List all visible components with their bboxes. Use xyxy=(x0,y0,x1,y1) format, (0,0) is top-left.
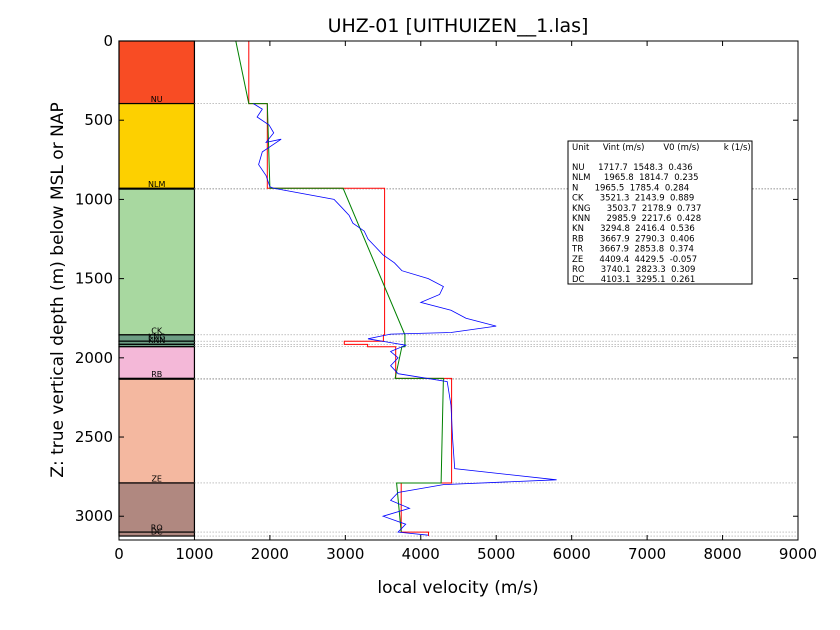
strat-unit-nu xyxy=(118,40,196,105)
series-well-log-velocity xyxy=(253,103,557,536)
y-tick-label: 0 xyxy=(103,32,113,50)
series-interval-velocity-steps xyxy=(248,41,453,536)
strat-unit-nlm xyxy=(118,102,196,189)
plot-frame xyxy=(118,40,799,541)
y-tick-label: 2500 xyxy=(75,428,113,446)
legend-box xyxy=(567,140,753,285)
legend: Unit Vint (m/s) V0 (m/s) k (1/s) NU 1717.… xyxy=(567,140,753,285)
x-tick-label: 2000 xyxy=(251,545,289,563)
chart-title: UHZ-01 [UITHUIZEN__1.las] xyxy=(328,15,589,37)
x-axis-ticks: 0 1000 2000 3000 4000 5000 6000 7000 8000 9000 xyxy=(114,41,817,563)
y-tick-label: 3000 xyxy=(75,507,113,525)
x-tick-label: 3000 xyxy=(326,545,364,563)
legend-row: ZE 4409.4 4429.5 -0.057 xyxy=(572,255,697,265)
x-tick-label: 5000 xyxy=(477,545,515,563)
x-tick-label: 6000 xyxy=(553,545,591,563)
x-axis-label: local velocity (m/s) xyxy=(377,578,538,598)
strat-label-ro: RO xyxy=(151,524,163,533)
strat-label-nlm: NLM xyxy=(148,180,165,189)
y-tick-label: 2000 xyxy=(75,349,113,367)
strat-label-ck: CK xyxy=(151,326,163,335)
strat-label-knn: KNN xyxy=(148,336,165,345)
legend-row: KNN 2985.9 2217.6 0.428 xyxy=(572,214,701,224)
y-axis-label: Z: true vertical depth (m) below MSL or … xyxy=(48,102,68,477)
legend-row: NU 1717.7 1548.3 0.436 xyxy=(572,163,693,173)
series-linear-fit xyxy=(235,40,444,533)
series-group xyxy=(235,40,557,536)
legend-row: RO 3740.1 2823.3 0.309 xyxy=(572,265,695,275)
strat-unit-rb xyxy=(118,346,196,380)
strat-unit-ck xyxy=(118,188,196,336)
y-axis-ticks: 0 500 1000 1500 2000 2500 3000 xyxy=(75,32,798,525)
strat-label-dc: DC xyxy=(151,528,163,537)
legend-row: KN 3294.8 2416.4 0.536 xyxy=(572,224,695,234)
strat-unit-ze xyxy=(118,378,196,484)
strat-label-nu: NU xyxy=(151,95,163,104)
strat-label-ze: ZE xyxy=(151,474,162,483)
x-tick-label: 1000 xyxy=(175,545,213,563)
y-tick-label: 500 xyxy=(84,111,113,129)
legend-row: DC 4103.1 3295.1 0.261 xyxy=(572,275,695,285)
legend-row: CK 3521.3 2143.9 0.889 xyxy=(572,194,694,204)
x-tick-label: 9000 xyxy=(779,545,817,563)
strat-label-rb: RB xyxy=(151,370,162,379)
legend-row: RB 3667.9 2790.3 0.406 xyxy=(572,234,695,244)
x-tick-label: 0 xyxy=(114,545,124,563)
legend-row: NLM 1965.8 1814.7 0.235 xyxy=(572,173,699,183)
legend-row: TR 3667.9 2853.8 0.374 xyxy=(571,245,694,255)
strat-label-kng: KNG xyxy=(148,333,165,342)
x-tick-label: 8000 xyxy=(703,545,741,563)
legend-row: KNG 3503.7 2178.9 0.737 xyxy=(572,204,701,214)
y-tick-label: 1000 xyxy=(75,190,113,208)
x-tick-label: 4000 xyxy=(402,545,440,563)
y-tick-label: 1500 xyxy=(75,270,113,288)
x-tick-label: 7000 xyxy=(628,545,666,563)
legend-header: Unit Vint (m/s) V0 (m/s) k (1/s) xyxy=(572,143,751,153)
legend-row: N 1965.5 1785.4 0.284 xyxy=(572,183,689,193)
